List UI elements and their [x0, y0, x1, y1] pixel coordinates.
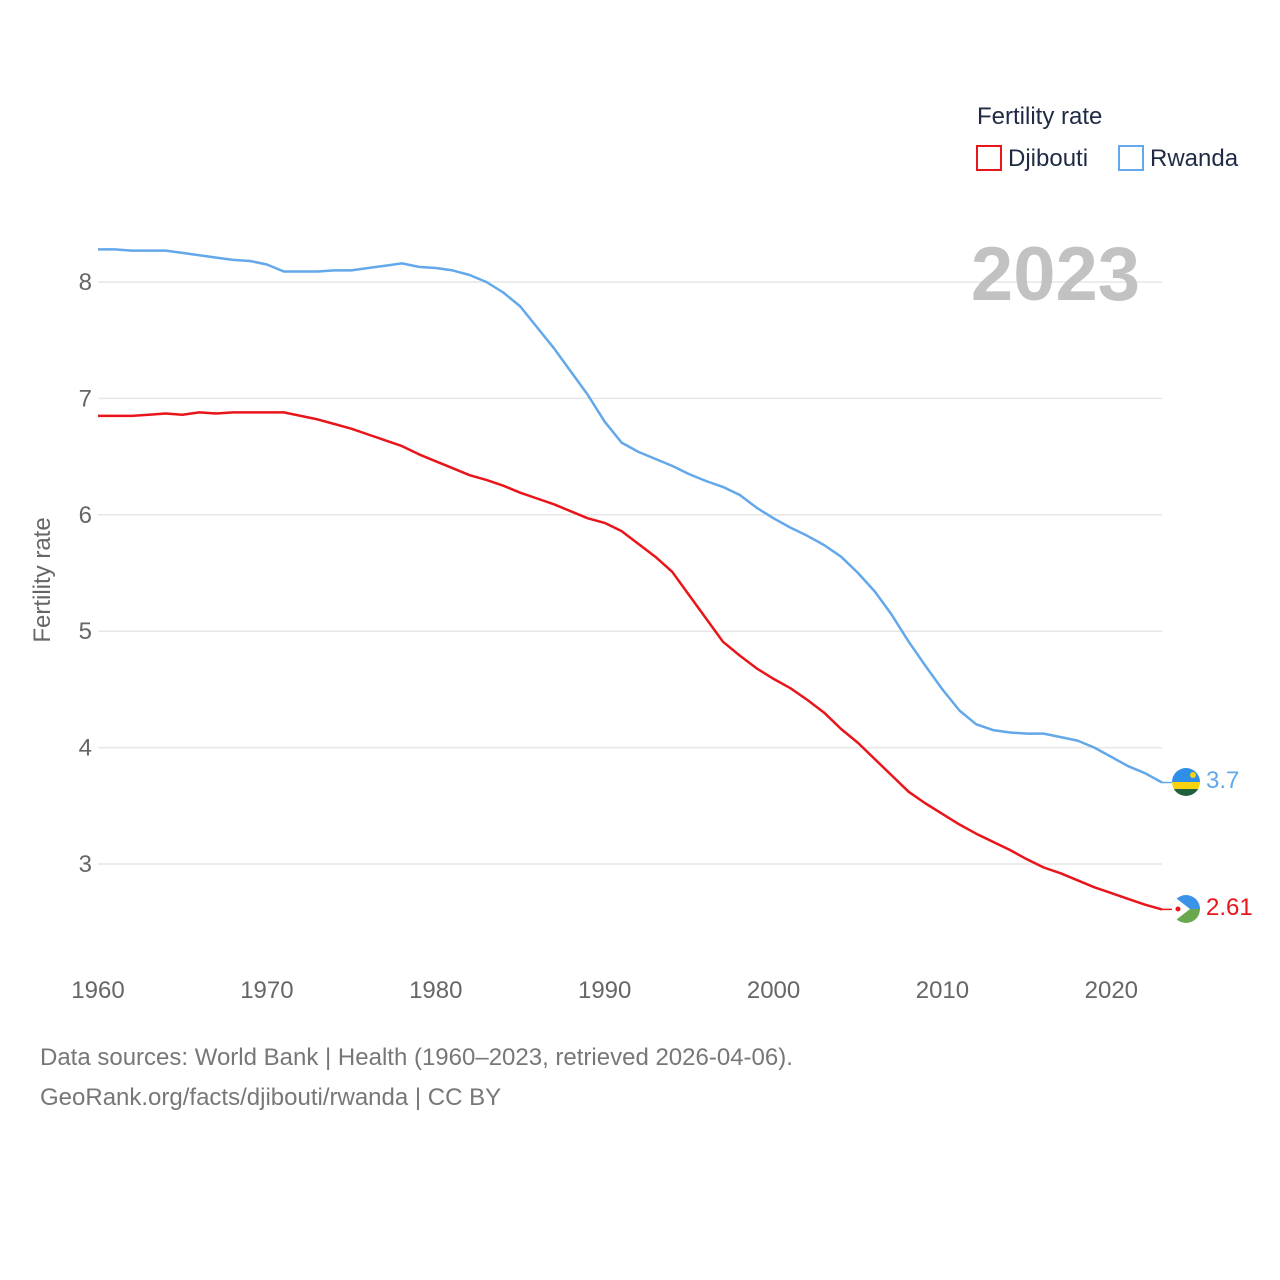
legend-label-djibouti[interactable]: Djibouti: [1008, 145, 1088, 172]
legend-swatch-rwanda[interactable]: [1118, 145, 1144, 171]
y-tick-label: 5: [79, 618, 92, 645]
y-tick-label: 6: [79, 502, 92, 529]
y-axis-ticks: 3 4 5 6 7 8: [79, 269, 92, 878]
djibouti-flag-icon: [1172, 895, 1200, 923]
y-tick-label: 3: [79, 851, 92, 878]
x-tick-label: 2010: [916, 977, 969, 1004]
rwanda-flag-icon: [1172, 768, 1200, 796]
y-axis-title: Fertility rate: [29, 517, 56, 642]
x-tick-label: 1960: [71, 977, 124, 1004]
x-tick-label: 2000: [747, 977, 800, 1004]
legend-swatch-djibouti[interactable]: [976, 145, 1002, 171]
footer-sources: Data sources: World Bank | Health (1960–…: [40, 1044, 793, 1071]
end-label-djibouti: 2.61: [1206, 894, 1253, 921]
x-tick-label: 2020: [1085, 977, 1138, 1004]
fertility-rate-chart: 3 4 5 6 7 8 1960 1970 1980 1990 2000 2010 2020 Fert…: [29, 103, 1253, 1004]
y-tick-label: 7: [79, 385, 92, 412]
x-tick-label: 1970: [240, 977, 293, 1004]
year-label: 2023: [971, 232, 1140, 317]
y-tick-label: 4: [79, 735, 92, 762]
footer-credit[interactable]: GeoRank.org/facts/djibouti/rwanda | CC B…: [40, 1084, 502, 1111]
x-axis-ticks: 1960 1970 1980 1990 2000 2010 2020: [71, 977, 1138, 1004]
legend-title: Fertility rate: [977, 103, 1102, 130]
legend: Fertility rate Djibouti Rwanda: [976, 103, 1239, 172]
end-label-rwanda: 3.7: [1206, 767, 1239, 794]
y-tick-label: 8: [79, 269, 92, 296]
series-line-rwanda[interactable]: [98, 248, 1163, 784]
grid-lines: [98, 281, 1162, 865]
series-lines: [98, 248, 1172, 911]
series-line-djibouti[interactable]: [98, 411, 1163, 911]
x-tick-label: 1980: [409, 977, 462, 1004]
x-tick-label: 1990: [578, 977, 631, 1004]
legend-label-rwanda[interactable]: Rwanda: [1150, 145, 1239, 172]
